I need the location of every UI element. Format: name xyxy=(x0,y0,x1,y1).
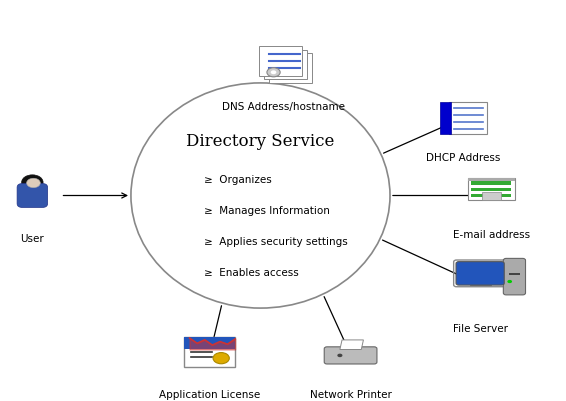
Text: Application License: Application License xyxy=(159,390,260,400)
Text: ≥  Enables access: ≥ Enables access xyxy=(204,268,299,278)
Text: E-mail address: E-mail address xyxy=(453,231,530,241)
Text: User: User xyxy=(20,234,44,244)
Circle shape xyxy=(507,280,512,283)
FancyBboxPatch shape xyxy=(440,101,452,134)
FancyBboxPatch shape xyxy=(324,347,377,364)
Circle shape xyxy=(267,68,280,77)
FancyBboxPatch shape xyxy=(471,181,512,185)
FancyBboxPatch shape xyxy=(471,188,512,191)
Circle shape xyxy=(337,354,342,357)
Text: DNS Address/hostname: DNS Address/hostname xyxy=(221,102,345,112)
FancyBboxPatch shape xyxy=(503,258,525,295)
Ellipse shape xyxy=(131,83,390,308)
Text: ≥  Organizes: ≥ Organizes xyxy=(204,175,272,185)
Polygon shape xyxy=(185,337,235,349)
Text: File Server: File Server xyxy=(453,324,508,334)
FancyBboxPatch shape xyxy=(456,262,504,285)
FancyBboxPatch shape xyxy=(185,337,235,367)
FancyBboxPatch shape xyxy=(471,194,512,197)
Text: Directory Service: Directory Service xyxy=(186,133,335,150)
FancyBboxPatch shape xyxy=(449,101,487,134)
Text: DHCP Address: DHCP Address xyxy=(426,153,500,163)
Circle shape xyxy=(271,70,276,74)
FancyBboxPatch shape xyxy=(17,184,48,207)
FancyBboxPatch shape xyxy=(508,273,520,275)
Circle shape xyxy=(22,175,43,190)
Text: ≥  Applies security settings: ≥ Applies security settings xyxy=(204,237,348,247)
FancyBboxPatch shape xyxy=(468,178,515,200)
FancyBboxPatch shape xyxy=(269,53,312,83)
Text: ≥  Manages Information: ≥ Manages Information xyxy=(204,206,330,216)
FancyBboxPatch shape xyxy=(482,192,501,200)
FancyBboxPatch shape xyxy=(259,46,302,75)
Text: Network Printer: Network Printer xyxy=(310,390,392,400)
Circle shape xyxy=(213,352,229,364)
FancyBboxPatch shape xyxy=(468,178,515,181)
Polygon shape xyxy=(340,340,363,350)
FancyBboxPatch shape xyxy=(264,50,307,79)
Circle shape xyxy=(27,178,40,188)
